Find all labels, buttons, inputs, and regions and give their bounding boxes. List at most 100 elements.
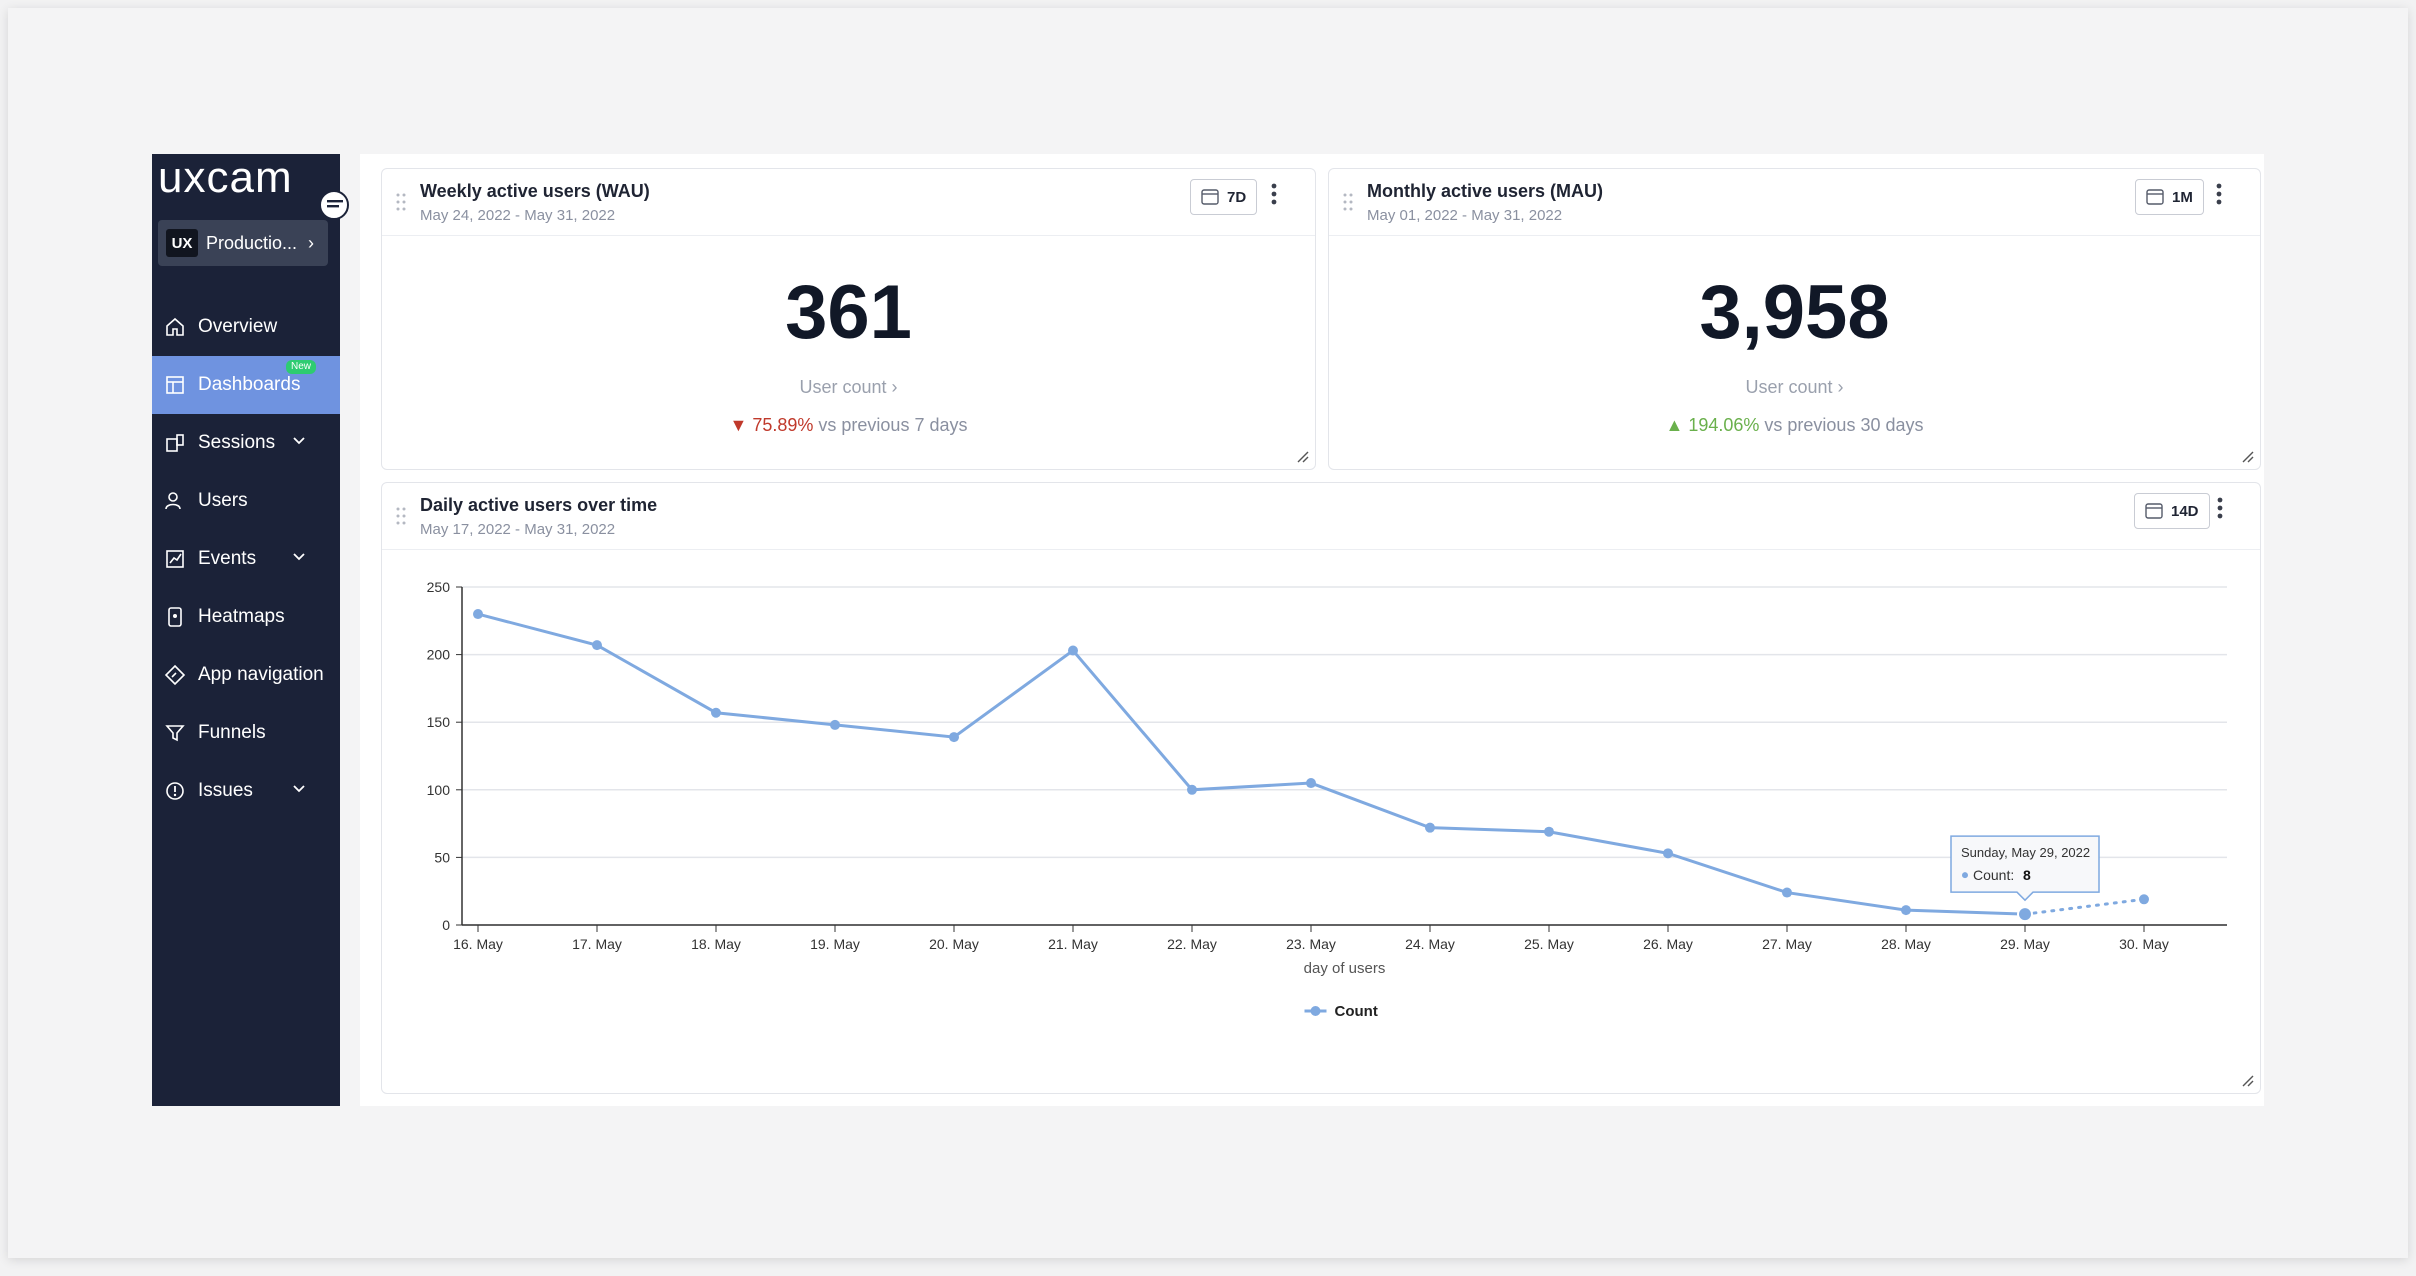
drag-handle-icon[interactable]: [396, 507, 406, 525]
sidebar-item-label: Users: [198, 490, 248, 511]
drag-handle-icon[interactable]: [1343, 193, 1353, 211]
data-point: [2017, 906, 2033, 923]
heatmap-icon: [168, 607, 182, 627]
calendar-icon: [1201, 189, 1219, 205]
sidebar-item-label: Events: [198, 548, 257, 569]
sidebar-item-users[interactable]: Users: [152, 472, 340, 530]
sessions-icon: [166, 434, 184, 452]
more-options-icon[interactable]: [2216, 497, 2224, 519]
sidebar-item-label: Sessions: [198, 432, 276, 453]
range-label: 1M: [2172, 188, 2193, 206]
sidebar-item-overview[interactable]: Overview: [152, 298, 340, 356]
drag-handle-icon[interactable]: [396, 193, 406, 211]
date-range-button[interactable]: 7D: [1190, 179, 1258, 215]
wau-card: Weekly active users (WAU) May 24, 2022 -…: [381, 168, 1316, 470]
x-tick-label: 18. May: [691, 936, 741, 952]
more-options-icon[interactable]: [1270, 183, 1278, 205]
data-point: [1782, 887, 1792, 898]
caret-down-icon: ▼: [729, 415, 748, 435]
data-point: [592, 640, 602, 651]
more-options-icon[interactable]: [2215, 183, 2223, 205]
sidebar-item-sessions[interactable]: Sessions: [152, 414, 340, 472]
y-tick-label: 200: [427, 647, 451, 663]
x-tick-label: 30. May: [2119, 936, 2169, 952]
collapse-sidebar-button[interactable]: [319, 190, 349, 220]
user-count-link[interactable]: User count ›: [1745, 377, 1844, 397]
data-point: [1306, 778, 1316, 789]
chevron-down-icon: [293, 553, 305, 561]
card-divider: [1329, 235, 2260, 236]
resize-handle-icon[interactable]: [2242, 451, 2254, 463]
project-logo: UX: [166, 229, 198, 257]
x-tick-label: 27. May: [1762, 936, 1812, 952]
sidebar-item-label: Issues: [198, 780, 253, 801]
data-point: [949, 732, 959, 743]
x-tick-label: 22. May: [1167, 936, 1217, 952]
data-point: [473, 609, 483, 620]
navigation-icon: [164, 664, 186, 686]
card-divider: [382, 235, 1315, 236]
sidebar-item-label: Overview: [198, 316, 278, 337]
series-line-count: [477, 612, 2026, 916]
dashboard-content: Weekly active users (WAU) May 24, 2022 -…: [360, 154, 2264, 1106]
project-name: Productio...: [206, 232, 298, 253]
card-divider: [382, 549, 2260, 550]
sidebar-item-label: Dashboards: [198, 374, 301, 395]
card-title: Daily active users over time: [420, 495, 658, 515]
data-point: [1068, 645, 1078, 656]
card-date-range: May 01, 2022 - May 31, 2022: [1367, 207, 1563, 224]
chevron-down-icon: [293, 785, 305, 793]
change-text: vs previous 7 days: [813, 415, 968, 435]
date-range-button[interactable]: 14D: [2134, 493, 2210, 529]
x-axis-label: day of users: [1304, 960, 1386, 977]
x-tick-label: 25. May: [1524, 936, 1574, 952]
calendar-icon: [2145, 503, 2163, 519]
legend-marker: [1310, 1006, 1321, 1016]
date-range-button[interactable]: 1M: [2135, 179, 2204, 215]
y-tick-label: 50: [434, 849, 450, 865]
dau-line-chart: 0 50 100 150 200 250 16. May 17. May 18. May 19. …: [427, 579, 2227, 1020]
card-date-range: May 24, 2022 - May 31, 2022: [420, 207, 616, 224]
tooltip-value: 8: [2023, 867, 2031, 883]
issues-icon: [166, 782, 184, 800]
sidebar-item-dashboards[interactable]: Dashboards New: [152, 356, 340, 414]
sidebar-item-heatmaps[interactable]: Heatmaps: [152, 588, 340, 646]
x-tick-label: 26. May: [1643, 936, 1693, 952]
x-tick-label: 17. May: [572, 936, 622, 952]
sidebar-item-label: Funnels: [198, 722, 266, 743]
y-tick-label: 100: [427, 782, 451, 798]
calendar-icon: [2146, 189, 2164, 205]
x-tick-label: 29. May: [2000, 936, 2050, 952]
user-count-link[interactable]: User count ›: [799, 377, 898, 397]
sidebar-item-funnels[interactable]: Funnels: [152, 704, 340, 762]
sidebar-item-events[interactable]: Events: [152, 530, 340, 588]
x-tick-label: 21. May: [1048, 936, 1098, 952]
collapse-icon: [327, 200, 343, 212]
range-label: 14D: [2171, 502, 2199, 520]
x-tick-label: 20. May: [929, 936, 979, 952]
tooltip-marker: [1962, 872, 1968, 879]
resize-handle-icon[interactable]: [2242, 1075, 2254, 1087]
wau-value: 361: [785, 270, 912, 355]
sidebar-item-label: Heatmaps: [198, 606, 285, 627]
dashboard-icon: [166, 376, 184, 394]
users-icon: [165, 492, 181, 510]
y-tick-label: 250: [427, 579, 451, 595]
sidebar-item-app-navigation[interactable]: App navigation: [152, 646, 340, 704]
resize-handle-icon[interactable]: [1297, 451, 1309, 463]
y-tick-label: 0: [442, 917, 450, 933]
home-icon: [166, 317, 184, 336]
sidebar-item-label: App navigation: [198, 664, 324, 685]
project-selector[interactable]: UX Productio... ›: [158, 220, 328, 266]
wau-change: ▼ 75.89% vs previous 7 days: [382, 415, 1315, 436]
change-percent: 75.89%: [752, 415, 814, 435]
legend-label: Count: [1335, 1003, 1378, 1020]
funnel-icon: [165, 725, 185, 742]
mau-card: Monthly active users (MAU) May 01, 2022 …: [1328, 168, 2261, 470]
mau-value: 3,958: [1699, 270, 1890, 355]
change-percent: 194.06%: [1688, 415, 1760, 435]
sidebar-item-issues[interactable]: Issues: [152, 762, 340, 820]
mau-change: ▲ 194.06% vs previous 30 days: [1329, 415, 2260, 436]
chevron-down-icon: [293, 437, 305, 445]
tooltip-box: [1950, 835, 2100, 902]
